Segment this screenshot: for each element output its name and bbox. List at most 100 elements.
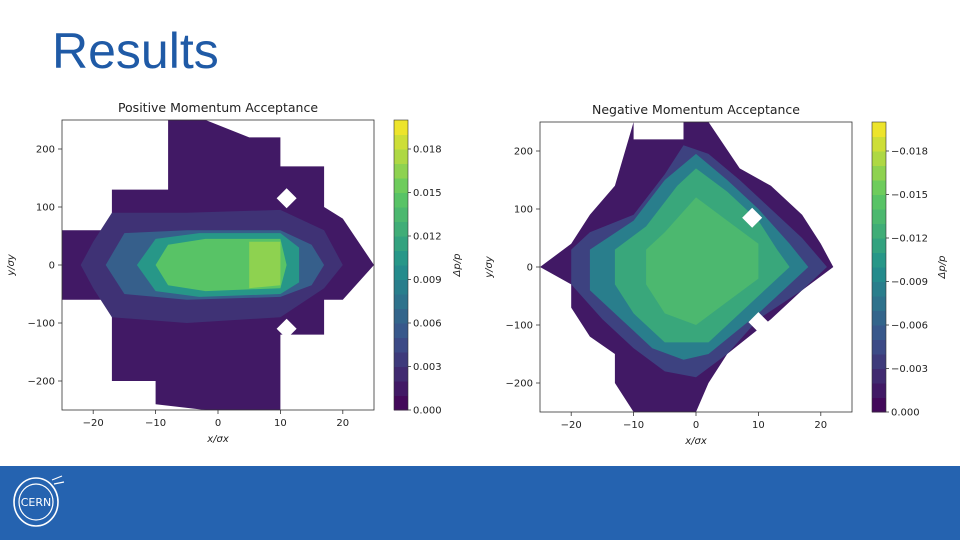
colorbar-segment-16 [394, 163, 408, 179]
y-tick-label-2: 0 [49, 261, 55, 272]
colorbar-segment-15 [394, 178, 408, 193]
colorbar-segment-4 [394, 337, 408, 353]
y-tick-label-0: −200 [28, 377, 55, 388]
y-tick-label-3: 100 [36, 203, 55, 214]
y-tick-label-4: 200 [36, 145, 55, 156]
y-axis-label: y/σy [484, 255, 495, 279]
colorbar-segment-19 [394, 120, 408, 135]
cern-logo: CERN [13, 475, 65, 527]
x-tick-label-3: 10 [274, 418, 287, 429]
colorbar-segment-14 [872, 194, 886, 210]
x-tick-label-0: −20 [83, 418, 104, 429]
cern-logo-ring-inner [18, 483, 54, 521]
colorbar-segment-19 [872, 122, 886, 137]
x-tick-label-3: 10 [752, 420, 765, 431]
colorbar-segment-17 [872, 151, 886, 166]
gap-region-1 [748, 312, 769, 333]
colorbar-segment-13 [394, 207, 408, 222]
colorbar-segment-3 [872, 354, 886, 369]
footer-bar: CERN [0, 466, 960, 540]
colorbar-segment-11 [872, 238, 886, 253]
cern-logo-beamline [51, 475, 65, 485]
colorbar-tick-label-5: −0.015 [891, 190, 928, 201]
colorbar-segment-8 [394, 279, 408, 295]
colorbar-tick-label-1: 0.003 [413, 362, 442, 373]
colorbar-tick-label-2: −0.006 [891, 321, 928, 332]
chart-title: Negative Momentum Acceptance [592, 102, 800, 117]
colorbar: 0.000 0.003 0.006 0.009 0.012 0.015 0.018 Δp/p [393, 119, 463, 417]
colorbar-tick-label-2: 0.006 [413, 319, 442, 330]
colorbar-segment-18 [872, 136, 886, 152]
colorbar-tick-label-6: −0.018 [891, 147, 928, 158]
contour-level-4 [646, 197, 759, 325]
colorbar-segment-3 [394, 352, 408, 367]
y-tick-label-1: −100 [506, 321, 533, 332]
colorbar-segment-10 [394, 250, 408, 266]
contour-level-5 [249, 241, 281, 289]
colorbar-segment-16 [872, 165, 886, 181]
colorbar-segment-11 [394, 236, 408, 251]
colorbar-segment-7 [872, 296, 886, 311]
colorbar-tick-label-3: 0.009 [413, 275, 442, 286]
colorbar-tick-label-1: −0.003 [891, 364, 928, 375]
colorbar-segment-9 [872, 267, 886, 282]
colorbar-segment-6 [394, 308, 408, 324]
contour-regions [62, 120, 374, 410]
colorbar-tick-label-4: 0.012 [413, 232, 442, 243]
contour-regions [540, 122, 834, 412]
gap-region-0 [276, 188, 297, 209]
colorbar-segment-18 [394, 134, 408, 150]
colorbar-segment-6 [872, 310, 886, 326]
y-tick-label-0: −200 [506, 379, 533, 390]
y-tick-label-4: 200 [514, 147, 533, 158]
chart-positive-momentum: −20 −10 0 10 20 −200 −100 0 100 200 Positive Momen… [0, 98, 480, 458]
colorbar-tick-label-5: 0.015 [413, 188, 442, 199]
colorbar-tick-label-0: 0.000 [413, 406, 442, 417]
colorbar-segment-9 [394, 265, 408, 280]
slide-title: Results [52, 23, 219, 79]
cern-logo-text: CERN [21, 496, 52, 509]
x-tick-label-2: 0 [215, 418, 221, 429]
colorbar-segment-7 [394, 294, 408, 309]
colorbar: 0.000 −0.003 −0.006 −0.009 −0.012 −0.015 −0.01… [871, 121, 948, 419]
x-tick-label-4: 20 [814, 420, 827, 431]
chart-title: Positive Momentum Acceptance [118, 100, 318, 115]
x-tick-label-0: −20 [561, 420, 582, 431]
x-axis-label: x/σx [684, 436, 707, 447]
colorbar-segment-1 [872, 383, 886, 398]
y-tick-label-2: 0 [527, 263, 533, 274]
colorbar-segment-12 [872, 223, 886, 239]
colorbar-segment-12 [394, 221, 408, 237]
colorbar-segment-8 [872, 281, 886, 297]
colorbar-segment-0 [394, 395, 408, 411]
colorbar-segment-5 [394, 323, 408, 338]
chart-negative-momentum: −20 −10 0 10 20 −200 −100 0 100 200 Negative Momen… [480, 98, 960, 458]
colorbar-segment-10 [872, 252, 886, 268]
colorbar-segment-17 [394, 149, 408, 164]
colorbar-segment-0 [872, 397, 886, 413]
colorbar-segment-13 [872, 209, 886, 224]
colorbar-frame [393, 119, 409, 411]
x-axis-label: x/σx [206, 434, 229, 445]
colorbar-segment-4 [872, 339, 886, 355]
colorbar-tick-label-3: −0.009 [891, 277, 928, 288]
colorbar-label: Δp/p [452, 254, 463, 278]
colorbar-segment-5 [872, 325, 886, 340]
x-tick-label-2: 0 [693, 420, 699, 431]
y-axis-label: y/σy [6, 253, 17, 277]
colorbar-segment-2 [872, 368, 886, 384]
gap-region-1 [276, 318, 297, 339]
colorbar-tick-label-6: 0.018 [413, 145, 442, 156]
colorbar-segment-15 [872, 180, 886, 195]
gap-region-0 [742, 207, 763, 228]
cern-logo-ring-outer [13, 477, 59, 527]
colorbar-tick-label-4: −0.012 [891, 234, 928, 245]
colorbar-label: Δp/p [937, 256, 948, 280]
x-tick-label-1: −10 [145, 418, 166, 429]
x-tick-label-4: 20 [336, 418, 349, 429]
colorbar-segment-1 [394, 381, 408, 396]
colorbar-tick-label-0: 0.000 [891, 408, 920, 419]
colorbar-segment-14 [394, 192, 408, 208]
